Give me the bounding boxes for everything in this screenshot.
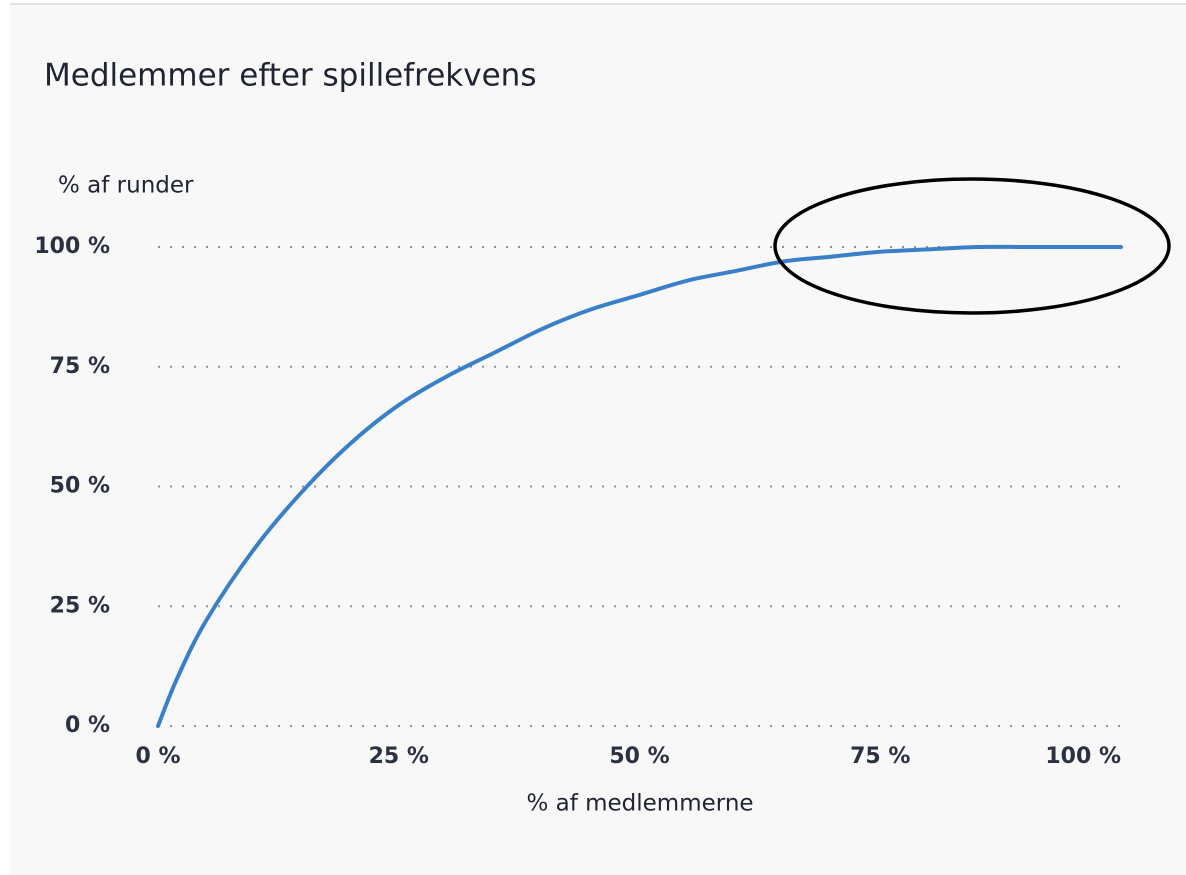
chart-title: Medlemmer efter spillefrekvens <box>44 58 536 94</box>
x-tick-label: 0 % <box>135 744 180 769</box>
highlight-ellipse <box>773 177 1171 315</box>
x-tick-label: 100 % <box>1045 744 1121 769</box>
y-tick-label: 0 % <box>65 713 110 738</box>
x-tick-label: 75 % <box>850 744 910 769</box>
data-line <box>156 244 1123 728</box>
x-tick-label: 50 % <box>609 744 669 769</box>
y-tick-label: 75 % <box>50 354 110 379</box>
card <box>10 4 1186 875</box>
y-tick-label: 50 % <box>50 474 110 499</box>
y-tick-label: 100 % <box>34 234 110 259</box>
x-axis-label: % af medlemmerne <box>526 791 753 817</box>
y-tick-label: 25 % <box>50 593 110 618</box>
x-tick-label: 25 % <box>369 744 429 769</box>
y-axis-label: % af runder <box>58 173 194 199</box>
plot-area: 0 % 25 % 50 % 75 % 100 % 0 % 25 % 50 % 75 % 100 % <box>34 234 1123 769</box>
